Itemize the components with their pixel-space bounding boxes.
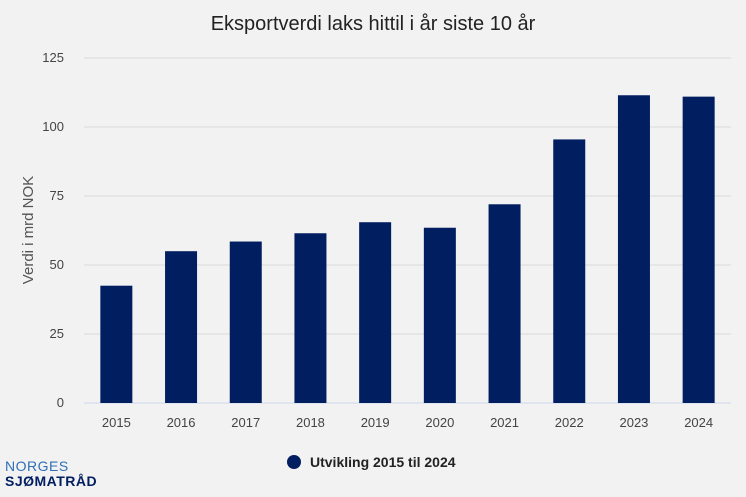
y-tick-label: 100 [42, 119, 64, 134]
x-tick-label: 2023 [619, 415, 648, 430]
bar-2022[interactable] [553, 139, 586, 404]
y-tick-label: 75 [50, 188, 64, 203]
x-tick-label: 2020 [425, 415, 454, 430]
bar-2024[interactable] [682, 96, 715, 403]
legend-marker [287, 455, 301, 469]
x-tick-label: 2024 [684, 415, 713, 430]
bar-2016[interactable] [165, 251, 198, 403]
logo-line-1: NORGES [5, 458, 69, 474]
bars [100, 95, 715, 404]
bar-2019[interactable] [359, 222, 392, 403]
bar-2017[interactable] [229, 241, 262, 403]
y-tick-label: 0 [57, 395, 64, 410]
bar-2018[interactable] [294, 233, 327, 403]
y-tick-label: 50 [50, 257, 64, 272]
bar-2021[interactable] [488, 204, 521, 403]
x-tick-label: 2019 [361, 415, 390, 430]
x-tick-label: 2018 [296, 415, 325, 430]
y-tick-label: 125 [42, 50, 64, 65]
legend[interactable]: Utvikling 2015 til 2024 [287, 454, 456, 470]
bar-2020[interactable] [423, 227, 456, 403]
bar-2015[interactable] [100, 285, 133, 403]
y-axis-label: Verdi i mrd NOK [20, 176, 37, 284]
logo-line-2: SJØMATRÅD [5, 473, 98, 489]
x-tick-label: 2015 [102, 415, 131, 430]
x-tick-label: 2022 [555, 415, 584, 430]
x-tick-labels: 2015 2016 2017 2018 2019 2020 2021 2022 2023 2024 [102, 415, 713, 430]
norges-sjomatrad-logo: NORGES SJØMATRÅD [5, 459, 97, 489]
y-tick-label: 25 [50, 326, 64, 341]
chart-title: Eksportverdi laks hittil i år siste 10 å… [211, 13, 536, 35]
y-tick-labels: 0 25 50 75 100 125 [42, 50, 64, 410]
x-tick-label: 2017 [231, 415, 260, 430]
x-tick-label: 2016 [167, 415, 196, 430]
x-tick-label: 2021 [490, 415, 519, 430]
legend-label: Utvikling 2015 til 2024 [310, 454, 456, 470]
bar-2023[interactable] [617, 95, 650, 403]
